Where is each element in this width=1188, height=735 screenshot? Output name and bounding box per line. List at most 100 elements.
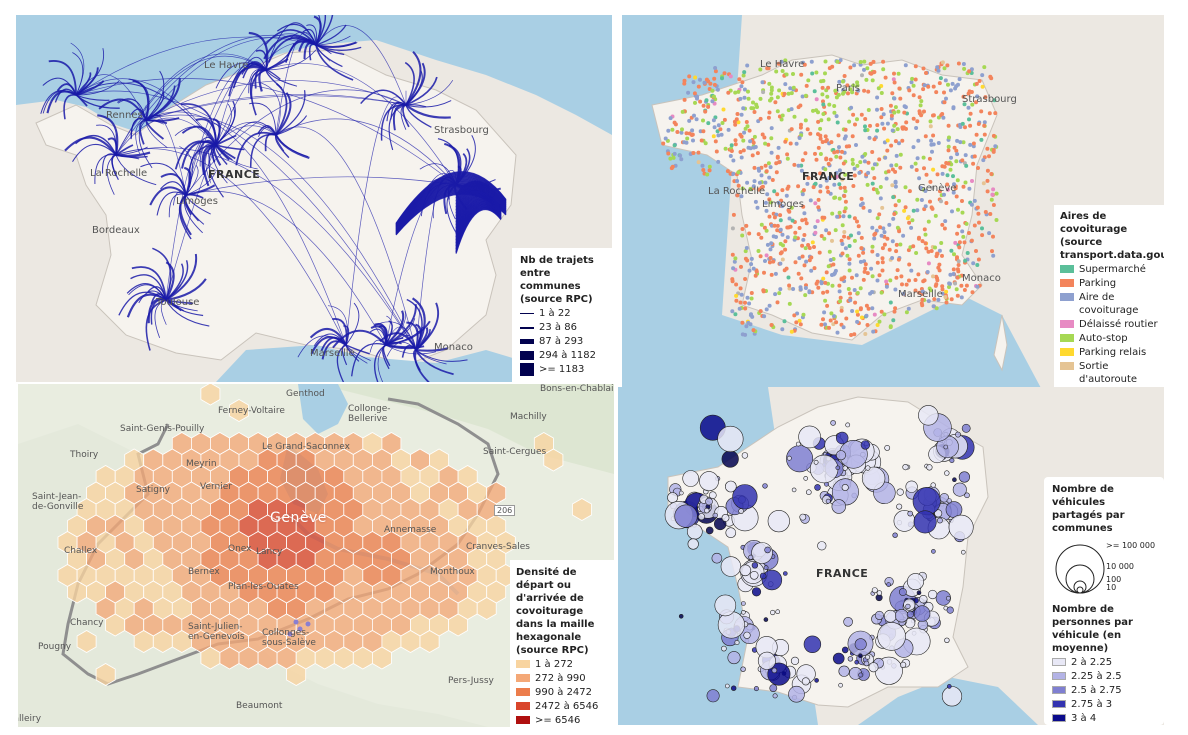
trips-legend: Nb de trajets entre communes (source RPC…	[512, 248, 612, 382]
trip-arc	[75, 36, 317, 96]
carpool-area-point	[679, 130, 684, 135]
carpool-area-point	[855, 163, 860, 168]
carpool-area-point	[713, 69, 718, 74]
carpool-area-point	[963, 258, 968, 263]
carpool-area-point	[991, 253, 996, 258]
carpool-area-point	[733, 90, 738, 95]
vehicle-circle	[743, 631, 751, 639]
carpool-area-point	[863, 266, 868, 271]
carpool-area-point	[994, 218, 999, 222]
size-legend-label: 10	[1106, 583, 1117, 592]
trip-arc	[315, 44, 354, 81]
carpool-area-point	[947, 281, 952, 286]
carpool-area-point	[687, 74, 692, 79]
carpool-area-point	[852, 166, 857, 171]
carpool-area-point	[742, 130, 747, 135]
trip-arc	[173, 191, 187, 206]
carpool-area-point	[813, 151, 817, 156]
label-collonge: Collonge-Bellerive	[348, 404, 391, 424]
vehicle-circle	[763, 617, 769, 622]
carpool-area-point	[811, 108, 815, 113]
carpool-area-point	[699, 138, 704, 143]
carpool-area-point	[942, 226, 947, 231]
carpool-area-point	[823, 280, 828, 285]
hex-cell	[95, 663, 116, 686]
trips-legend-item: 294 à 1182	[520, 349, 604, 362]
carpool-area-point	[940, 60, 945, 65]
carpool-area-point	[944, 96, 948, 101]
carpool-area-point	[785, 152, 790, 157]
carpool-area-point	[954, 287, 959, 292]
carpool-area-point	[759, 173, 764, 178]
map-panel-trips: Le Havre Rennes Strasbourg La Rochelle F…	[16, 15, 612, 382]
trips-map-canvas[interactable]	[16, 15, 612, 382]
trip-arc	[115, 148, 347, 346]
carpool-area-point	[828, 157, 833, 162]
trip-arc	[345, 344, 368, 364]
carpool-area-point	[955, 178, 960, 183]
carpool-area-point	[695, 94, 700, 99]
carpool-area-point	[934, 282, 939, 287]
carpool-area-point	[885, 121, 890, 126]
trip-arc	[315, 15, 327, 46]
carpool-area-point	[852, 288, 857, 292]
label-geneve: Genève	[270, 510, 327, 526]
carpool-area-point	[947, 285, 951, 289]
carpool-area-point	[803, 151, 808, 156]
carpool-area-point	[775, 228, 780, 233]
carpool-area-point	[824, 138, 829, 142]
carpool-area-point	[796, 271, 801, 276]
trip-arc	[168, 193, 187, 218]
trip-arc	[165, 261, 175, 301]
carpool-area-point	[952, 145, 957, 150]
label-strasbourg: Strasbourg	[962, 94, 1017, 105]
carpool-area-point	[719, 132, 724, 137]
carpool-areas-legend-title: Aires de covoiturage (source transport.d…	[1060, 211, 1164, 261]
carpool-area-point	[921, 155, 926, 160]
carpool-area-point	[946, 144, 951, 149]
carpool-area-point	[951, 267, 956, 272]
vehicle-circle	[751, 542, 773, 564]
carpool-area-point	[961, 62, 966, 66]
carpool-area-point	[772, 215, 777, 220]
label-challex: Challex	[64, 546, 98, 556]
carpool-area-point	[814, 70, 819, 75]
carpool-area-point	[820, 92, 825, 97]
carpool-areas-map-canvas[interactable]	[622, 15, 1164, 390]
carpool-area-point	[788, 86, 793, 91]
vehicle-circle	[767, 510, 790, 533]
carpool-area-point	[911, 83, 916, 88]
carpool-area-point	[740, 80, 745, 85]
hex-cell	[229, 399, 249, 422]
carpool-area-point	[803, 246, 808, 251]
trip-arc	[351, 343, 387, 377]
carpool-area-point	[795, 311, 800, 316]
carpool-area-point	[879, 290, 884, 295]
carpool-area-point	[943, 78, 948, 83]
carpool-area-point	[711, 118, 716, 123]
carpool-area-point	[740, 227, 745, 231]
carpool-area-point	[804, 83, 809, 88]
carpool-area-point	[838, 155, 843, 160]
hex-cell	[286, 663, 307, 686]
carpool-area-point	[737, 306, 742, 311]
carpool-area-point	[909, 268, 914, 273]
carpool-area-point	[907, 278, 911, 283]
carpool-area-point	[745, 63, 750, 68]
carpool-area-point	[892, 212, 897, 216]
carpool-area-point	[779, 250, 784, 255]
carpool-area-point	[736, 89, 741, 94]
carpool-area-point	[852, 216, 857, 221]
carpool-area-point	[898, 152, 903, 157]
carpool-area-point	[940, 164, 945, 169]
carpool-area-point	[797, 256, 802, 261]
carpool-area-point	[900, 125, 905, 130]
carpool-area-point	[893, 306, 898, 311]
carpool-area-point	[692, 91, 697, 96]
carpool-area-point	[892, 309, 897, 314]
carpool-area-point	[929, 249, 934, 253]
trip-arc	[185, 33, 317, 196]
carpool-area-point	[812, 266, 817, 271]
hex-extra-point	[293, 619, 299, 625]
vehicle-circle	[709, 491, 717, 499]
